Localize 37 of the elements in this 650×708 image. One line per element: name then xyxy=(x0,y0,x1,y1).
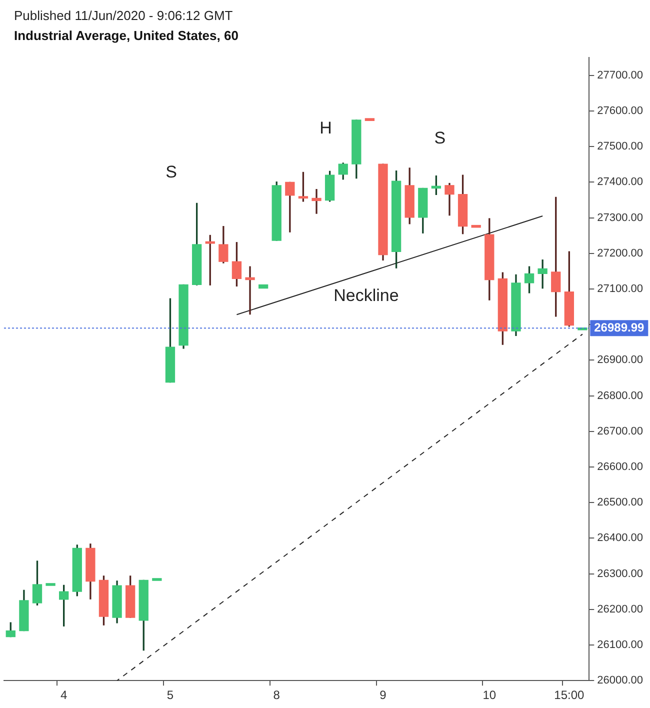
candlestick xyxy=(245,266,255,315)
chart-title: Industrial Average, United States, 60 xyxy=(13,27,240,45)
x-tick-label: 10 xyxy=(482,688,496,702)
x-tick-label: 5 xyxy=(166,688,174,702)
candlestick xyxy=(538,259,548,289)
annotation: S xyxy=(166,162,178,182)
ref-line-label: 26989.99 xyxy=(594,320,644,334)
annotation: S xyxy=(434,128,446,148)
y-tick-label: 26700.00 xyxy=(597,425,644,438)
candlestick xyxy=(258,284,268,289)
annotation: H xyxy=(320,118,332,138)
x-tick-label: 4 xyxy=(60,688,68,702)
y-tick-label: 27300.00 xyxy=(597,212,644,224)
y-tick-label: 26800.00 xyxy=(597,390,644,402)
y-tick-label: 26600.00 xyxy=(597,461,644,474)
y-tick-label: 26000.00 xyxy=(597,674,644,687)
y-tick-label: 27500.00 xyxy=(597,140,644,153)
y-tick-label: 26100.00 xyxy=(597,639,644,652)
y-tick-label: 27600.00 xyxy=(597,105,644,118)
y-tick-label: 26300.00 xyxy=(597,568,644,580)
y-tick-label: 27400.00 xyxy=(597,176,644,188)
candlestick xyxy=(364,118,375,121)
chart-subtitle: Published 11/Jun/2020 - 9:06:12 GMT xyxy=(13,7,234,25)
y-tick-label: 26200.00 xyxy=(597,603,644,616)
candlestick xyxy=(312,188,322,214)
y-tick-label: 26900.00 xyxy=(597,354,644,366)
y-tick-label: 26400.00 xyxy=(597,532,644,544)
y-tick-label: 26500.00 xyxy=(597,496,644,509)
candlestick xyxy=(46,583,56,586)
candlestick xyxy=(152,578,162,581)
annotation: Neckline xyxy=(334,286,399,305)
y-tick-label: 27100.00 xyxy=(597,283,644,296)
x-tick-label: 9 xyxy=(380,688,387,702)
y-tick-label: 27200.00 xyxy=(597,247,644,260)
y-tick-label: 27700.00 xyxy=(597,69,644,82)
x-tick-label: 8 xyxy=(273,688,280,702)
x-tick-label: 15:00 xyxy=(554,688,585,702)
